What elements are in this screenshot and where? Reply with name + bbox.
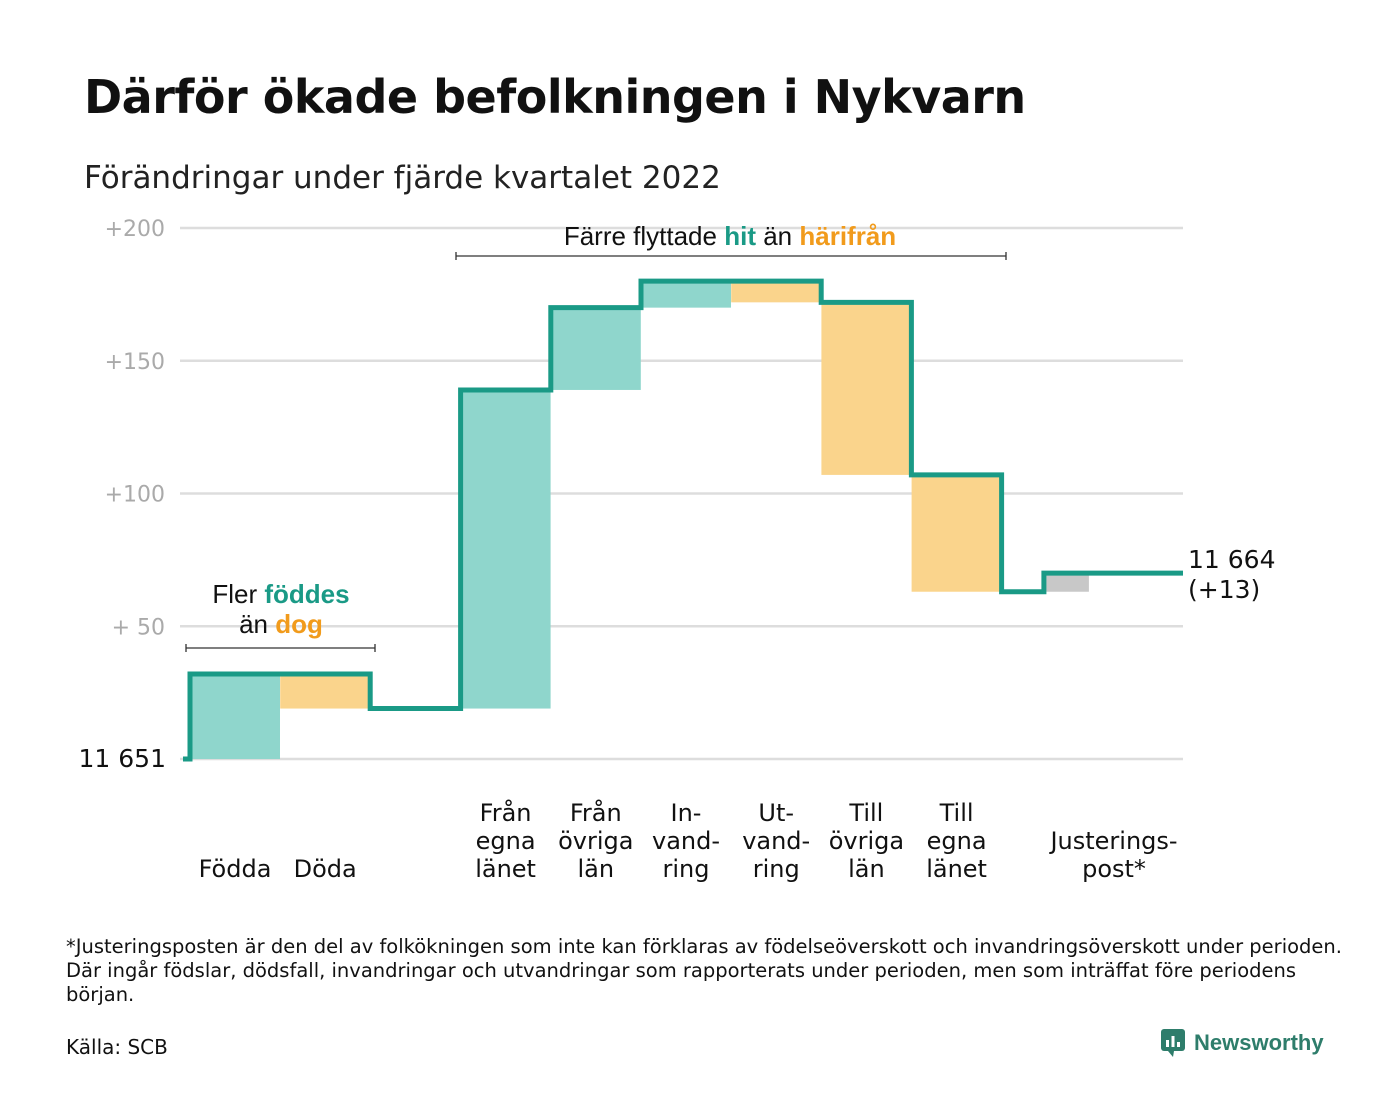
category-label: ring xyxy=(753,855,800,883)
waterfall-bar xyxy=(731,281,822,303)
chart-title: Därför ökade befolkningen i Nykvarn xyxy=(84,70,1026,124)
category-label: ring xyxy=(663,855,710,883)
category-label: Till xyxy=(848,799,883,827)
end-value-label: 11 664 xyxy=(1188,545,1275,574)
annotation-span: föddes xyxy=(264,579,349,609)
waterfall-bar xyxy=(550,307,641,390)
category-label: In- xyxy=(671,799,702,827)
category-label: län xyxy=(578,855,615,883)
waterfall-bar xyxy=(280,674,371,709)
category-label: övriga xyxy=(558,827,633,855)
cumulative-line xyxy=(183,278,1183,762)
waterfall-bar xyxy=(190,674,280,759)
bars-layer xyxy=(190,281,1089,759)
y-tick-label: + 50 xyxy=(112,615,165,640)
category-label: post* xyxy=(1082,855,1146,883)
category-label: Födda xyxy=(199,855,272,883)
annotation-span: än xyxy=(239,609,275,639)
y-tick-label: +200 xyxy=(105,217,165,242)
brand-logo: Newsworthy xyxy=(1160,1028,1324,1058)
category-label: Justerings- xyxy=(1048,827,1177,855)
category-label: länet xyxy=(926,855,987,883)
category-label: vand- xyxy=(742,827,810,855)
annotation-births-deaths-line2: än dog xyxy=(239,609,323,639)
chart-bubble-icon xyxy=(1161,1029,1185,1057)
category-label: Från xyxy=(480,798,532,827)
annotation-span: hit xyxy=(724,221,756,251)
end-change-label: (+13) xyxy=(1188,575,1260,604)
chart-subtitle: Förändringar under fjärde kvartalet 2022 xyxy=(84,160,721,196)
waterfall-bar xyxy=(641,281,731,308)
annotation-migration: Färre flyttade hit än härifrån xyxy=(564,221,896,251)
waterfall-bar xyxy=(460,389,551,709)
brand-name: Newsworthy xyxy=(1194,1030,1324,1055)
annotation-span: Färre flyttade xyxy=(564,221,724,251)
category-label: egna xyxy=(927,827,987,855)
category-label: länet xyxy=(475,855,536,883)
y-tick-label: +150 xyxy=(105,350,165,375)
waterfall-bar xyxy=(821,302,912,475)
waterfall-bar xyxy=(911,474,1002,592)
annotation-span: än xyxy=(756,221,799,251)
category-label: vand- xyxy=(652,827,720,855)
line-layer xyxy=(183,278,1183,762)
footnote: *Justeringsposten är den del av folkökni… xyxy=(66,935,1342,1006)
waterfall-bar xyxy=(1043,573,1089,592)
annotation-births-deaths: Fler föddes xyxy=(212,579,349,609)
category-label: Från xyxy=(570,798,622,827)
annotation-span: Fler xyxy=(212,579,264,609)
category-label: Ut- xyxy=(758,799,794,827)
category-label: Till xyxy=(939,799,974,827)
annotation-span: dog xyxy=(275,609,323,639)
annotation-span: härifrån xyxy=(799,221,896,251)
grid-layer: + 50 +100 +150 +200 xyxy=(105,217,1183,761)
category-label: Döda xyxy=(294,855,357,883)
category-label: län xyxy=(848,855,885,883)
start-value-label: 11 651 xyxy=(79,744,166,773)
category-label: egna xyxy=(476,827,536,855)
source-note: Källa: SCB xyxy=(66,1035,168,1059)
y-tick-label: +100 xyxy=(105,483,165,508)
category-label: övriga xyxy=(829,827,904,855)
